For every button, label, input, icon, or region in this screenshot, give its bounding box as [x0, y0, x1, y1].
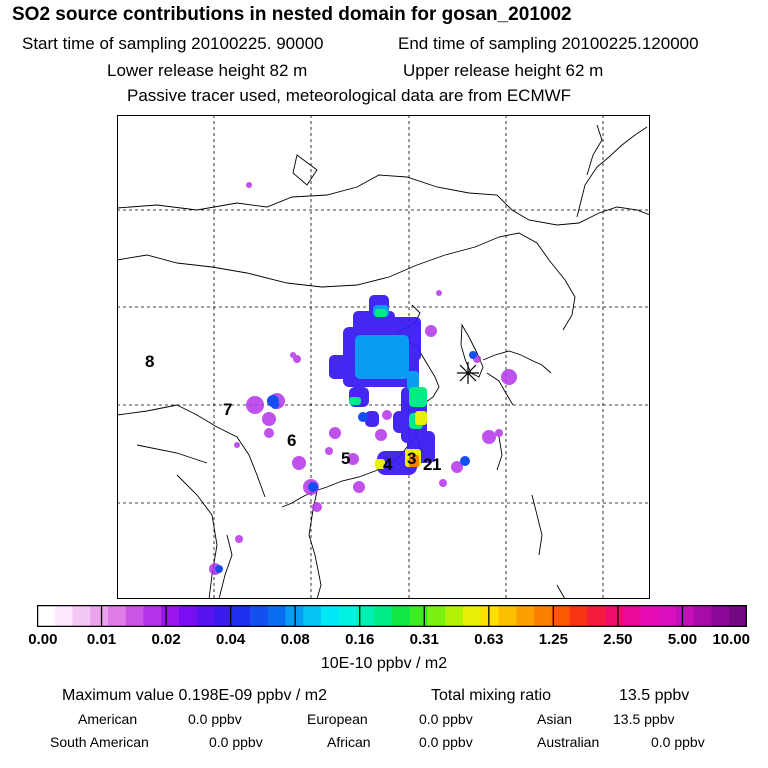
colorbar-cell [90, 605, 109, 627]
region-label-3: 3 [407, 449, 416, 468]
region-label-4: 4 [383, 455, 393, 474]
region-label-7: 7 [223, 400, 232, 419]
colorbar-cell [214, 605, 233, 627]
colorbar-cell [498, 605, 517, 627]
colorbar-tick-label: 0.02 [151, 631, 181, 648]
colorbar-cell [196, 605, 216, 627]
region-labels: 1 2 3 4 5 6 7 8 [145, 352, 441, 474]
colorbar-cell [37, 605, 56, 627]
colorbar-tick-label: 0.00 [28, 631, 58, 648]
total-mixing-value: 13.5 ppbv [619, 687, 690, 704]
colorbar-cell [125, 605, 145, 627]
region-label-5: 5 [341, 449, 350, 468]
colorbar-cell [303, 605, 322, 627]
figure-title: SO2 source contributions in nested domai… [12, 4, 572, 25]
colorbar-cell [250, 605, 269, 627]
south-american-label: South American [50, 734, 149, 750]
region-label-8: 8 [145, 352, 154, 371]
colorbar-cell [356, 605, 375, 627]
total-mixing-label: Total mixing ratio [431, 687, 552, 704]
colorbar-tick-label: 0.31 [409, 631, 439, 648]
plume-orange [409, 455, 419, 467]
european-label: European [307, 711, 368, 727]
max-value-label: Maximum value 0.198E-09 ppbv / m2 [62, 687, 328, 704]
colorbar-cell [321, 605, 340, 627]
colorbar-cell [463, 605, 482, 627]
colorbar-tick-label: 10.00 [712, 631, 751, 648]
concentration-field [209, 182, 517, 575]
colorbar-cell [374, 605, 393, 627]
map-panel: 1 2 3 4 5 6 7 8 [117, 115, 650, 599]
colorbar-cell [534, 605, 553, 627]
colorbar-cell [551, 605, 571, 627]
colorbar-cell [693, 605, 713, 627]
colorbar-tick-label: 0.01 [86, 631, 117, 648]
colorbar-tick-label: 5.00 [667, 631, 698, 648]
colorbar-cell [640, 605, 659, 627]
colorbar-cell [143, 605, 162, 627]
colorbar-cell [338, 605, 358, 627]
colorbar-cell [676, 605, 695, 627]
colorbar-cell [480, 605, 500, 627]
colorbar-cell [445, 605, 464, 627]
colorbar-tick-label: 2.50 [603, 631, 633, 648]
plume-blue-spots [215, 351, 477, 573]
australian-label: Australian [537, 734, 600, 750]
colorbar-cell [179, 605, 198, 627]
european-value: 0.0 ppbv [419, 711, 473, 727]
colorbar-cell [587, 605, 606, 627]
data-source-label: Passive tracer used, meteorological data… [127, 86, 572, 105]
colorbar-cell [232, 605, 251, 627]
colorbar-cell [729, 605, 747, 627]
colorbar-cell [72, 605, 91, 627]
colorbar-cell [711, 605, 730, 627]
end-time-label: End time of sampling 20100225.120000 [398, 34, 699, 53]
colorbar-cell [516, 605, 535, 627]
colorbar [37, 605, 747, 627]
south-american-value: 0.0 ppbv [209, 734, 263, 750]
colorbar-tick-label: 0.63 [474, 631, 504, 648]
region-label-1: 1 [432, 455, 441, 474]
colorbar-cell [392, 605, 411, 627]
colorbar-cell [605, 605, 624, 627]
start-time-label: Start time of sampling 20100225. 90000 [22, 34, 324, 53]
asian-value: 13.5 ppbv [613, 711, 675, 727]
receptor-marker [457, 362, 479, 384]
colorbar-cell [658, 605, 677, 627]
lower-release-label: Lower release height 82 m [107, 61, 308, 80]
african-label: African [327, 734, 371, 750]
colorbar-dividers [100, 605, 684, 627]
colorbar-tick-label: 1.25 [538, 631, 568, 648]
colorbar-units: 10E-10 ppbv / m2 [320, 655, 448, 672]
american-value: 0.0 ppbv [188, 711, 242, 727]
colorbar-tick-label: 0.04 [216, 631, 246, 648]
colorbar-cell [267, 605, 287, 627]
colorbar-tick-label: 0.08 [280, 631, 310, 648]
colorbar-cell [409, 605, 429, 627]
colorbar-cell [54, 605, 74, 627]
upper-release-label: Upper release height 62 m [403, 61, 604, 80]
african-value: 0.0 ppbv [419, 734, 473, 750]
colorbar-cell [108, 605, 127, 627]
region-label-6: 6 [287, 431, 296, 450]
colorbar-cell [569, 605, 588, 627]
american-label: American [78, 711, 138, 727]
colorbar-cell [161, 605, 180, 627]
colorbar-cell [427, 605, 446, 627]
map-frame [117, 115, 650, 599]
colorbar-tick-label: 0.16 [345, 631, 375, 648]
region-label-2: 2 [423, 455, 432, 474]
plume-outer [329, 295, 435, 475]
colorbar-cell [622, 605, 642, 627]
asian-label: Asian [537, 711, 573, 727]
colorbar-cells [37, 605, 747, 627]
australian-value: 0.0 ppbv [651, 734, 705, 750]
